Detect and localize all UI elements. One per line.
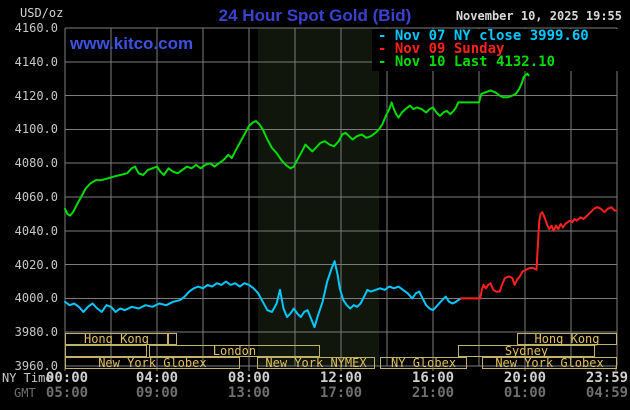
session-box-new-york-globex: New York Globex: [482, 357, 617, 369]
ny-time-axis-caption: NY Time: [2, 371, 53, 385]
session-box: [65, 345, 148, 357]
session-box: [168, 333, 177, 345]
gmt-time-label: 05:00: [45, 385, 89, 401]
y-tick-label: 4000.0: [14, 291, 58, 306]
y-tick-label: 4060.0: [14, 190, 58, 204]
gmt-axis-caption: GMT: [14, 386, 36, 400]
gmt-time-label: 04:59: [585, 385, 629, 401]
legend-marker-dash: -: [378, 54, 395, 70]
ny-time-label: 04:00: [135, 370, 179, 386]
legend: - Nov 07 NY close 3999.60- Nov 09 Sunday…: [372, 29, 622, 71]
y-tick-label: 3960.0: [14, 359, 58, 373]
session-box-london: London: [148, 345, 320, 357]
series-line-nov-07-ny-close-3999-60: [64, 260, 462, 329]
y-tick-label: 4040.0: [14, 223, 58, 238]
legend-item-label: Nov 07 NY close 3999.60: [394, 28, 589, 44]
session-box-hong-kong: Hong Kong: [517, 333, 617, 345]
series-line-nov-10-last-4132-10: [64, 72, 530, 217]
gmt-time-label: 13:00: [227, 385, 271, 401]
y-tick-label: 4100.0: [14, 122, 58, 137]
chart-title: 24 Hour Spot Gold (Bid): [218, 6, 412, 25]
ny-time-label: 12:00: [319, 370, 363, 386]
y-tick-label: 4080.0: [14, 156, 58, 171]
gmt-time-label: 09:00: [135, 385, 179, 401]
y-tick-label: 4140.0: [14, 54, 58, 69]
session-box-sydney: Sydney: [458, 345, 595, 357]
ny-time-label: 08:00: [227, 370, 271, 386]
gmt-time-label: 21:00: [411, 385, 455, 401]
ny-time-label: 00:00: [45, 370, 89, 386]
legend-item: - Nov 09 Sunday: [372, 41, 622, 57]
gmt-time-label: 17:00: [319, 385, 363, 401]
legend-item: - Nov 10 Last 4132.10: [372, 54, 622, 70]
y-tick-label: 3980.0: [14, 325, 58, 340]
session-box-new-york-nymex: New York NYMEX: [257, 357, 375, 369]
chart-datetime: November 10, 2025 19:55: [455, 9, 622, 23]
legend-item-label: Nov 10 Last 4132.10: [394, 54, 556, 70]
ny-time-label: 20:00: [503, 370, 547, 386]
session-box-new-york-globex: New York Globex: [65, 357, 240, 369]
kitco-site-link[interactable]: www.kitco.com: [70, 34, 194, 53]
session-box-hong-kong: Hong Kong: [65, 333, 168, 345]
series-line-nov-09-sunday: [459, 206, 618, 300]
legend-item-label: Nov 09 Sunday: [394, 41, 505, 57]
legend-item: - Nov 07 NY close 3999.60: [372, 28, 622, 44]
y-tick-label: 4020.0: [14, 257, 58, 272]
session-box-ny-globex: NY Globex: [380, 357, 467, 369]
y-tick-label: 4160.0: [14, 21, 58, 35]
y-axis-units-label: USD/oz: [20, 6, 64, 20]
legend-marker-dash: -: [378, 41, 395, 57]
y-tick-label: 4120.0: [14, 88, 58, 103]
ny-time-label: 23:59: [585, 370, 629, 386]
ny-time-label: 16:00: [411, 370, 455, 386]
gmt-time-label: 01:00: [503, 385, 547, 401]
legend-marker-dash: -: [378, 28, 395, 44]
